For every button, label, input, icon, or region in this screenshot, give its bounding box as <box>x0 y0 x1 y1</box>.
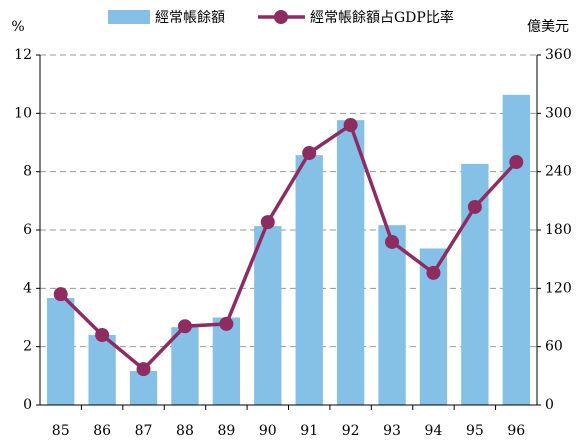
marker <box>177 319 192 334</box>
marker <box>136 362 151 377</box>
marker <box>426 265 441 280</box>
x-tick-label: 87 <box>135 423 153 439</box>
y-tick-label: 2 <box>23 339 32 355</box>
line <box>59 122 518 372</box>
bar <box>295 155 323 405</box>
y2-tick-label: 300 <box>545 105 572 121</box>
legend-swatch <box>274 10 288 24</box>
y2-tick-label: 240 <box>545 164 572 180</box>
y-tick-label: 0 <box>23 397 32 413</box>
bar <box>212 317 241 405</box>
x-tick-label: 95 <box>466 423 484 439</box>
y-tick-label: 12 <box>14 47 32 63</box>
bar <box>88 335 116 405</box>
marker <box>219 316 234 331</box>
marker <box>385 234 400 249</box>
legend-label: 經常帳餘額 <box>155 9 225 26</box>
x-tick-label: 90 <box>259 423 277 439</box>
marker <box>260 215 275 230</box>
y2-tick-label: 0 <box>545 397 554 413</box>
bar <box>336 120 365 405</box>
y2-axis-label: 億美元 <box>527 19 569 35</box>
y-tick-label: 10 <box>14 105 32 121</box>
x-tick-label: 96 <box>507 423 525 439</box>
x-tick-label: 94 <box>425 423 443 439</box>
y-tick-label: 4 <box>23 280 32 296</box>
x-tick-label: 88 <box>176 423 194 439</box>
marker <box>53 287 68 302</box>
y-tick-label: 8 <box>23 164 32 180</box>
legend-swatch <box>108 10 150 24</box>
x-tick-label: 85 <box>52 423 70 439</box>
bar <box>171 327 199 405</box>
x-tick-label: 93 <box>383 423 401 439</box>
bar <box>378 225 406 405</box>
legend-label: 經常帳餘額占GDP比率 <box>310 9 454 26</box>
bar <box>502 94 530 405</box>
y2-tick-label: 120 <box>545 280 572 296</box>
x-tick-label: 92 <box>342 423 360 439</box>
x-tick-label: 86 <box>93 423 111 439</box>
bar <box>254 226 282 405</box>
marker <box>95 328 110 342</box>
y-tick-label: 6 <box>23 222 32 238</box>
bar <box>47 298 75 405</box>
y2-tick-label: 360 <box>545 47 572 63</box>
marker <box>509 155 524 170</box>
marker <box>467 199 482 214</box>
y2-tick-label: 180 <box>545 222 572 238</box>
x-tick-label: 91 <box>300 423 318 439</box>
bar <box>129 370 158 405</box>
marker <box>343 118 358 132</box>
marker <box>302 146 317 160</box>
x-tick-label: 89 <box>217 423 235 439</box>
y2-tick-label: 60 <box>545 339 563 355</box>
y-axis-label: % <box>11 19 24 35</box>
